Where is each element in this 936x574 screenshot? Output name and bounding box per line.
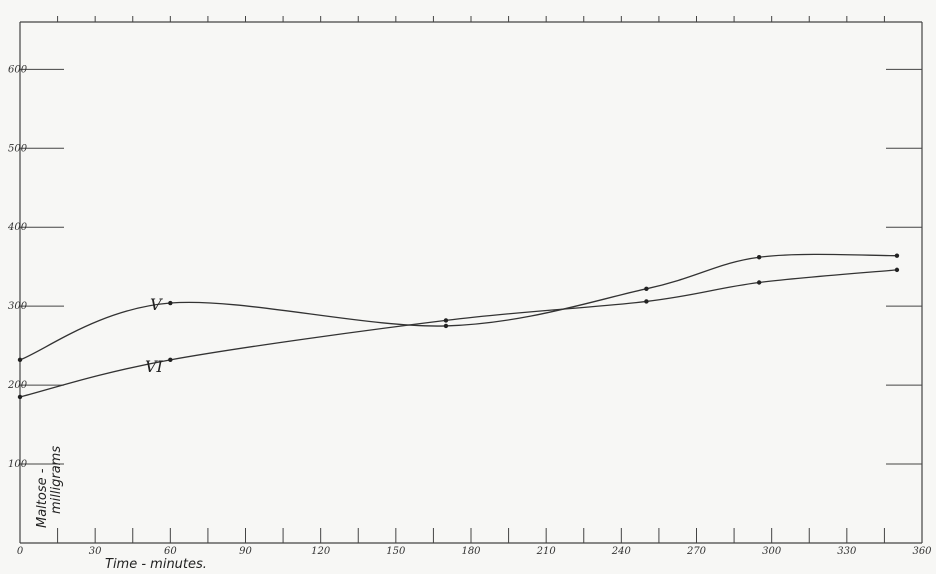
y-tick-label: 600 bbox=[8, 64, 28, 75]
y-axis-title: Maltose - milligrams bbox=[35, 446, 64, 528]
x-axis-title: Time - minutes. bbox=[105, 557, 207, 572]
x-tick-label: 180 bbox=[461, 546, 481, 557]
data-point bbox=[443, 318, 449, 323]
data-point bbox=[894, 267, 900, 273]
data-point bbox=[17, 357, 23, 363]
data-point bbox=[894, 253, 900, 258]
series-label: VI bbox=[145, 357, 164, 376]
axis-ticks bbox=[20, 16, 922, 543]
data-point bbox=[756, 255, 762, 260]
series-label: V bbox=[150, 295, 163, 314]
y-tick-label: 300 bbox=[8, 301, 28, 312]
x-tick-label: 150 bbox=[386, 546, 406, 557]
x-tick-label: 360 bbox=[912, 546, 932, 557]
y-axis-title-line1: Maltose - bbox=[35, 468, 50, 528]
x-tick-label: 120 bbox=[311, 546, 331, 557]
tick-labels: 0 30 60 90 120 150 180 210 240 270 300 330 360 100 200… bbox=[7, 64, 932, 557]
y-tick-label: 200 bbox=[7, 380, 28, 391]
data-point bbox=[644, 299, 649, 304]
series-layer: V VI bbox=[17, 253, 900, 400]
data-point bbox=[168, 300, 173, 306]
x-tick-label: 270 bbox=[686, 546, 707, 557]
y-axis-title-line2: milligrams bbox=[49, 446, 64, 514]
data-point bbox=[168, 357, 173, 363]
x-tick-label: 240 bbox=[611, 546, 632, 557]
x-tick-label: 90 bbox=[239, 546, 252, 557]
data-point bbox=[443, 323, 449, 329]
data-point bbox=[17, 394, 23, 400]
y-tick-label: 500 bbox=[8, 143, 28, 154]
x-tick-label: 30 bbox=[89, 546, 102, 557]
x-tick-label: 300 bbox=[762, 546, 782, 557]
data-point bbox=[644, 286, 649, 292]
x-tick-label: 0 bbox=[17, 546, 24, 557]
y-tick-label: 100 bbox=[8, 459, 28, 470]
x-tick-label: 210 bbox=[536, 546, 557, 557]
x-tick-label: 330 bbox=[837, 546, 857, 557]
x-tick-label: 60 bbox=[164, 546, 177, 557]
data-point bbox=[756, 280, 762, 285]
y-tick-label: 400 bbox=[7, 222, 28, 233]
